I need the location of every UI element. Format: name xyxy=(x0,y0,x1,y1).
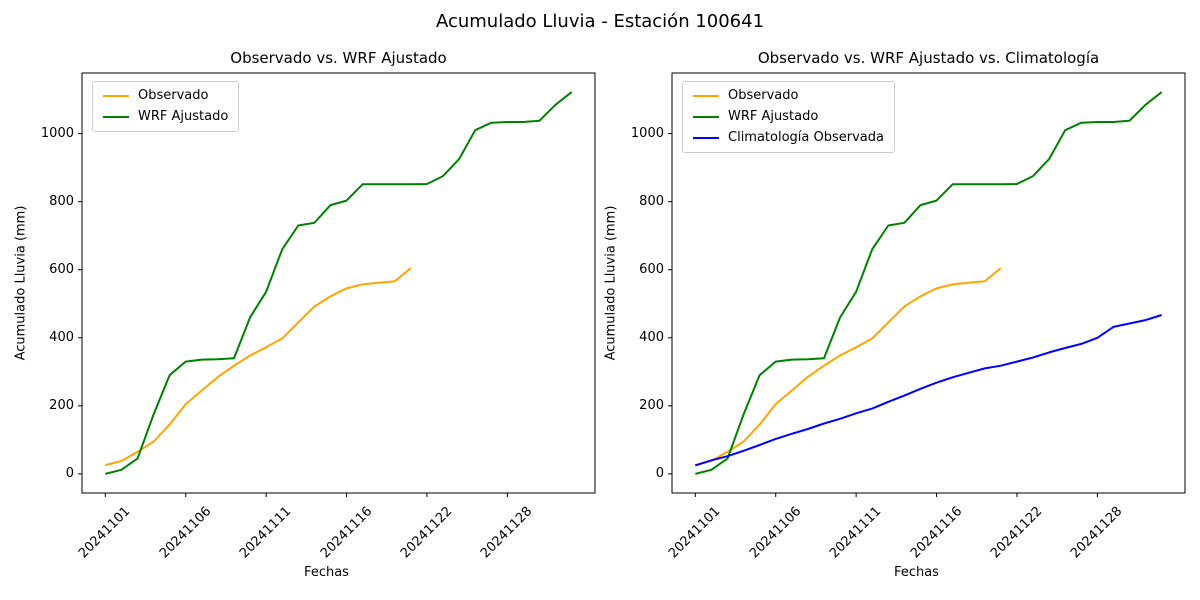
legend-item: Observado xyxy=(103,88,228,104)
series-line-wrf-ajustado xyxy=(695,91,1163,475)
y-tick-label: 0 xyxy=(655,465,664,481)
legend-label: WRF Ajustado xyxy=(138,109,229,124)
axes-frame xyxy=(81,72,596,494)
x-tick-label: 20241128 xyxy=(1068,503,1126,562)
y-axis-label: Acumulado Lluvia (mm) xyxy=(603,205,619,361)
y-tick-label: 800 xyxy=(639,193,664,209)
y-tick-label: 200 xyxy=(49,397,74,413)
legend-line-sample xyxy=(103,95,129,97)
x-tick-label: 20241106 xyxy=(746,503,805,562)
y-tick-label: 200 xyxy=(639,397,664,413)
x-tick-label: 20241122 xyxy=(987,503,1046,562)
x-tick-label: 20241101 xyxy=(76,503,134,562)
y-tick-label: 0 xyxy=(65,465,74,481)
legend-item: WRF Ajustado xyxy=(693,109,884,125)
series-line-climatolog-a-observada xyxy=(694,314,1163,467)
x-tick-label: 20241128 xyxy=(478,503,536,562)
x-tick-label: 20241101 xyxy=(666,503,724,562)
x-tick-label: 20241116 xyxy=(907,503,965,562)
series-line-observado xyxy=(695,267,1002,467)
series-line-wrf-ajustado xyxy=(105,91,573,475)
series-line-observado xyxy=(105,267,412,467)
y-axis-label: Acumulado Lluvia (mm) xyxy=(13,205,29,361)
y-tick-label: 1000 xyxy=(40,125,74,141)
y-tick-label: 600 xyxy=(639,261,664,277)
x-axis-label: Fechas xyxy=(894,565,939,580)
y-tick-label: 400 xyxy=(639,329,664,345)
legend-line-sample xyxy=(693,95,719,97)
x-axis-label: Fechas xyxy=(304,565,349,580)
chart-title: Observado vs. WRF Ajustado xyxy=(230,49,447,67)
x-tick-label: 20241106 xyxy=(156,503,215,562)
chart-title: Observado vs. WRF Ajustado vs. Climatolo… xyxy=(757,49,1100,67)
legend-item: Observado xyxy=(693,88,884,104)
legend-label: Climatología Observada xyxy=(728,130,884,145)
y-tick-label: 600 xyxy=(49,261,74,277)
legend: Observado WRF Ajustado xyxy=(92,81,240,132)
legend-line-sample xyxy=(693,137,719,139)
legend-label: Observado xyxy=(138,88,209,103)
figure-title: Acumulado Lluvia - Estación 100641 xyxy=(435,11,765,32)
x-tick-label: 20241116 xyxy=(317,503,375,562)
legend-item: Climatología Observada xyxy=(693,130,884,146)
y-tick-label: 800 xyxy=(49,193,74,209)
legend-line-sample xyxy=(693,116,719,118)
legend-item: WRF Ajustado xyxy=(103,109,228,125)
legend-line-sample xyxy=(103,116,129,118)
y-tick-label: 1000 xyxy=(630,125,664,141)
x-tick-label: 20241111 xyxy=(237,503,295,562)
y-tick-label: 400 xyxy=(49,329,74,345)
legend-label: WRF Ajustado xyxy=(728,109,819,124)
x-tick-label: 20241111 xyxy=(827,503,885,562)
legend-label: Observado xyxy=(728,88,799,103)
axes-frame xyxy=(671,72,1186,494)
x-tick-label: 20241122 xyxy=(397,503,456,562)
legend: Observado WRF Ajustado Climatología Observ… xyxy=(682,81,895,153)
